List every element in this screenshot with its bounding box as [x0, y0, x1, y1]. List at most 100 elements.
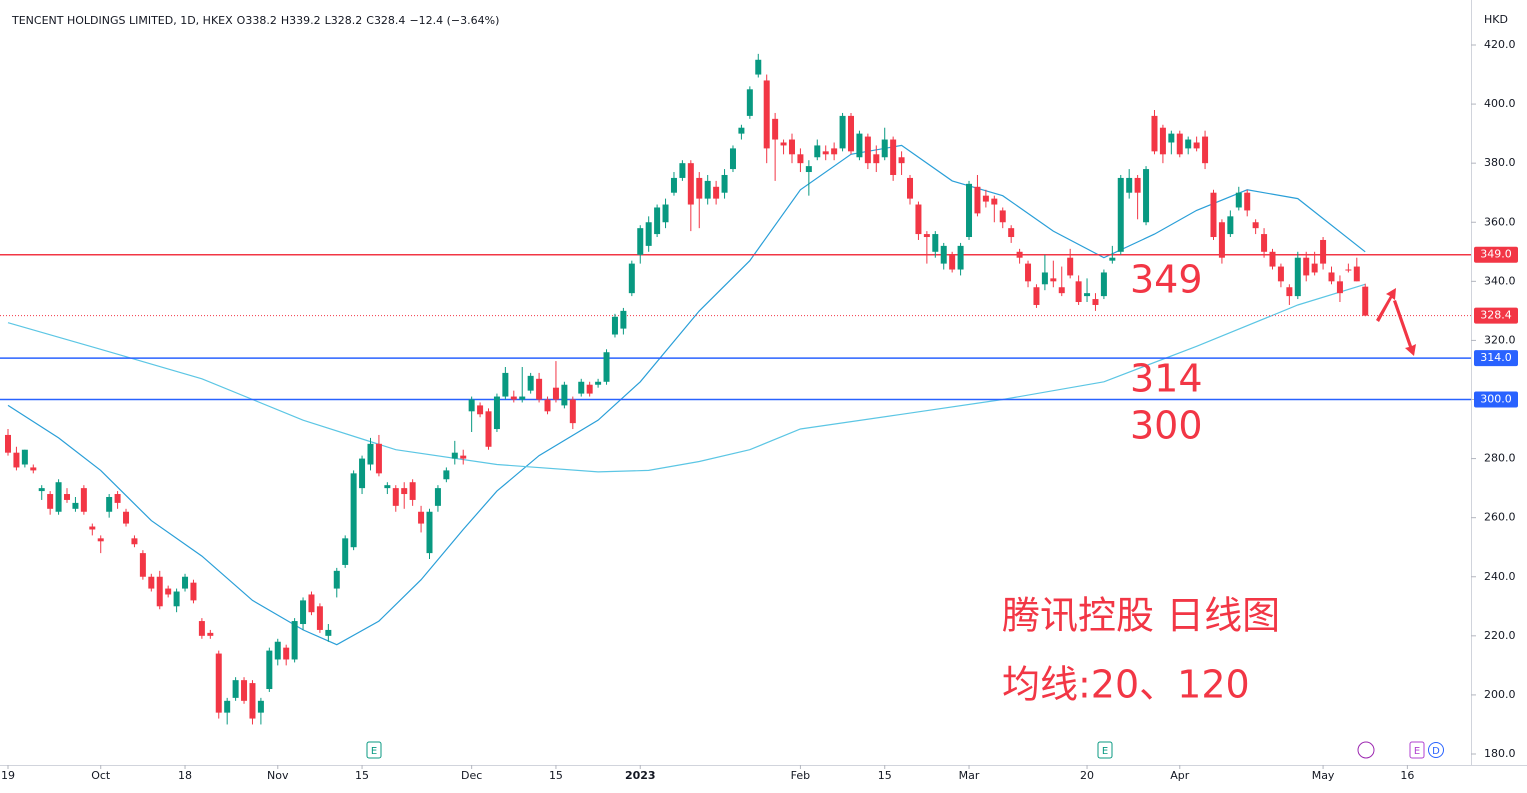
candle-body: [1100, 272, 1107, 297]
candle-body: [1185, 139, 1192, 149]
candle-body: [468, 399, 475, 412]
candle-body: [704, 180, 711, 199]
candle-body: [645, 222, 652, 246]
header-text: 328.4: [374, 14, 406, 27]
candle-body: [923, 234, 930, 238]
candle-body: [586, 384, 593, 394]
candle-body: [780, 142, 787, 146]
candle-body: [822, 151, 829, 155]
candle-body: [80, 488, 87, 512]
candle-body: [620, 310, 627, 329]
price-tag: [1474, 350, 1518, 367]
header-text: 339.2: [289, 14, 321, 27]
candle-body: [603, 352, 610, 382]
candle-body: [55, 482, 62, 512]
candle-body: [1092, 299, 1099, 305]
candle-body: [443, 470, 450, 480]
candle-body: [755, 59, 762, 75]
candle-body: [510, 396, 517, 400]
candle-body: [1143, 169, 1150, 223]
y-tick-label: 220.0: [1484, 629, 1516, 642]
candle-body: [788, 139, 795, 155]
candle-body: [5, 434, 11, 453]
candle-body: [1193, 142, 1200, 149]
x-tick-label: Oct: [91, 769, 111, 782]
event-icon: [1097, 741, 1113, 759]
candle-body: [1362, 286, 1369, 316]
event-icon: [1409, 741, 1425, 759]
candle-body: [131, 538, 138, 545]
candle-body: [485, 411, 492, 447]
candle-body: [536, 378, 543, 400]
candle-body: [325, 629, 332, 636]
candle-body: [274, 641, 281, 660]
candle-body: [544, 399, 551, 412]
annotation: 349: [1130, 258, 1203, 302]
y-tick-label: 240.0: [1484, 570, 1516, 583]
candle-body: [578, 381, 585, 394]
candle-body: [729, 148, 736, 170]
event-icon: [1428, 742, 1444, 758]
candle-body: [215, 653, 222, 713]
event-icon: [1357, 741, 1375, 759]
candle-body: [1210, 192, 1217, 238]
candle-body: [1008, 228, 1015, 238]
y-tick-label: 260.0: [1484, 511, 1516, 524]
candle-body: [1336, 281, 1343, 294]
candle-body: [856, 133, 863, 158]
candle-body: [367, 443, 374, 465]
price-tag: [1474, 391, 1518, 408]
arrow-up: [1376, 288, 1396, 322]
annotation: 300: [1130, 404, 1203, 448]
candle-body: [426, 511, 433, 554]
candle-body: [477, 405, 484, 415]
candle-body: [974, 186, 981, 214]
candle-body: [384, 485, 391, 489]
candle-body: [1244, 192, 1251, 211]
candle-body: [375, 443, 382, 474]
candle-body: [932, 234, 939, 252]
y-tick-label: 380.0: [1484, 156, 1516, 169]
candle-body: [300, 600, 307, 625]
candle-body: [1151, 115, 1158, 152]
candle-body: [418, 511, 425, 524]
candle-body: [72, 502, 79, 509]
candle-body: [350, 473, 357, 548]
x-tick-label: 19: [1, 769, 15, 782]
candle-body: [1159, 127, 1166, 155]
candle-body: [1202, 136, 1209, 164]
candle-body: [1269, 251, 1276, 267]
x-tick-label: 2023: [625, 769, 656, 782]
candle-body: [527, 375, 534, 391]
candle-body: [763, 80, 770, 149]
candle-body: [148, 576, 155, 589]
candle-body: [839, 115, 846, 149]
candle-body: [687, 163, 694, 205]
y-tick-label: 280.0: [1484, 452, 1516, 465]
candle-body: [1126, 177, 1133, 193]
candle-body: [1286, 287, 1293, 297]
candle-body: [1176, 133, 1183, 155]
header-text: O: [237, 14, 246, 27]
candle-body: [864, 136, 871, 164]
candle-body: [207, 632, 214, 636]
candle-body: [165, 588, 172, 595]
candle-body: [679, 163, 686, 178]
candle-body: [342, 538, 349, 565]
candle-body: [460, 455, 467, 459]
x-tick-label: Feb: [791, 769, 810, 782]
x-tick-label: May: [1312, 769, 1335, 782]
candle-body: [123, 511, 130, 524]
candle-body: [805, 166, 812, 173]
candle-body: [1016, 251, 1023, 258]
candle-body: [738, 127, 745, 134]
arrow-down: [1393, 300, 1416, 356]
candle-body: [561, 384, 568, 406]
candle-body: [848, 115, 854, 152]
candle-body: [173, 591, 180, 607]
candle-body: [359, 458, 366, 489]
x-tick-label: 18: [178, 769, 192, 782]
candle-body: [139, 553, 146, 577]
candle-body: [814, 145, 821, 158]
header-text: L: [325, 14, 332, 27]
